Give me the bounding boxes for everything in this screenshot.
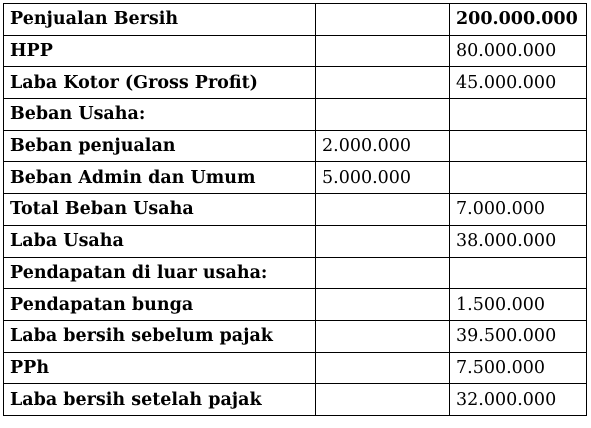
table-row-interest-income: Pendapatan bunga 1.500.000	[3, 288, 587, 321]
row-total-value: 32.000.000	[449, 383, 587, 416]
table-row-cogs: HPP 80.000.000	[3, 34, 587, 68]
row-total-value: 1.500.000	[449, 288, 587, 321]
table-row-operating-expenses-header: Beban Usaha:	[3, 98, 587, 131]
row-label: Laba Kotor (Gross Profit)	[3, 66, 316, 100]
row-detail-value: 5.000.000	[315, 161, 450, 195]
table-row-net-sales: Penjualan Bersih 200.000.000	[3, 3, 587, 36]
row-total-value: 7.000.000	[449, 193, 587, 226]
row-label: Beban Usaha:	[3, 98, 316, 131]
row-total-value: 200.000.000	[449, 3, 587, 36]
row-label: Pendapatan bunga	[3, 288, 316, 321]
table-row-profit-before-tax: Laba bersih sebelum pajak 39.500.000	[3, 319, 587, 353]
row-total-value	[449, 256, 587, 290]
row-label: Laba bersih sebelum pajak	[3, 319, 316, 353]
table-row-total-operating-expenses: Total Beban Usaha 7.000.000	[3, 193, 587, 226]
row-total-value: 39.500.000	[449, 319, 587, 353]
table-row-gross-profit: Laba Kotor (Gross Profit) 45.000.000	[3, 66, 587, 100]
table-row-non-operating-income-header: Pendapatan di luar usaha:	[3, 256, 587, 290]
row-detail-value	[315, 351, 450, 385]
row-label: HPP	[3, 34, 316, 68]
row-label: Pendapatan di luar usaha:	[3, 256, 316, 290]
row-total-value: 80.000.000	[449, 34, 587, 68]
row-detail-value	[315, 224, 450, 258]
table-row-operating-profit: Laba Usaha 38.000.000	[3, 224, 587, 258]
row-detail-value: 2.000.000	[315, 129, 450, 163]
row-total-value	[449, 129, 587, 163]
row-detail-value	[315, 34, 450, 68]
row-total-value	[449, 98, 587, 131]
row-label: Beban penjualan	[3, 129, 316, 163]
row-label: Penjualan Bersih	[3, 3, 316, 36]
table-row-selling-expense: Beban penjualan 2.000.000	[3, 129, 587, 163]
income-statement-table: Penjualan Bersih 200.000.000 HPP 80.000.…	[3, 3, 587, 416]
row-label: Beban Admin dan Umum	[3, 161, 316, 195]
row-detail-value	[315, 193, 450, 226]
table-row-income-tax: PPh 7.500.000	[3, 351, 587, 385]
row-total-value: 7.500.000	[449, 351, 587, 385]
row-detail-value	[315, 383, 450, 416]
row-detail-value	[315, 319, 450, 353]
row-detail-value	[315, 288, 450, 321]
row-label: Laba bersih setelah pajak	[3, 383, 316, 416]
income-statement: Penjualan Bersih 200.000.000 HPP 80.000.…	[3, 3, 587, 416]
row-detail-value	[315, 98, 450, 131]
row-detail-value	[315, 256, 450, 290]
row-total-value: 38.000.000	[449, 224, 587, 258]
row-total-value: 45.000.000	[449, 66, 587, 100]
row-label: PPh	[3, 351, 316, 385]
row-detail-value	[315, 66, 450, 100]
row-total-value	[449, 161, 587, 195]
row-label: Total Beban Usaha	[3, 193, 316, 226]
table-row-admin-expense: Beban Admin dan Umum 5.000.000	[3, 161, 587, 195]
row-detail-value	[315, 3, 450, 36]
table-row-net-profit-after-tax: Laba bersih setelah pajak 32.000.000	[3, 383, 587, 416]
row-label: Laba Usaha	[3, 224, 316, 258]
